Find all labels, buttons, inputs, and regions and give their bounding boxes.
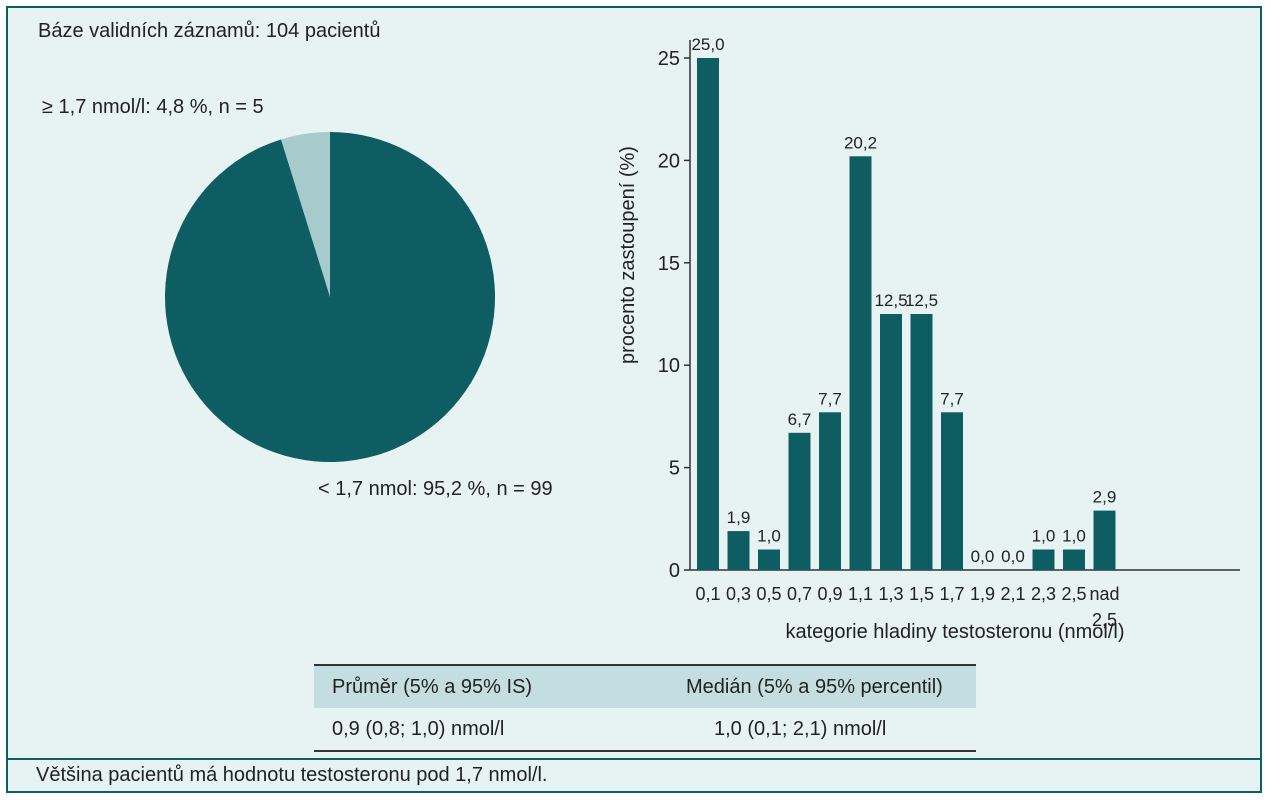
bar-value-label: 6,7 (788, 410, 812, 429)
footer-divider (6, 758, 1262, 760)
x-tick-label: 1,9 (970, 584, 995, 604)
y-tick-label: 25 (658, 48, 680, 70)
bar-value-label: 20,2 (844, 133, 877, 152)
bar-value-label: 0,0 (971, 547, 995, 566)
bar-value-label: 12,5 (874, 291, 907, 310)
bar (819, 412, 841, 570)
bar (910, 314, 933, 570)
x-axis-label: kategorie hladiny testosteronu (nmol/l) (785, 621, 1124, 643)
bar (788, 432, 811, 570)
bar-value-label: 0,0 (1001, 547, 1025, 566)
y-tick-label: 10 (658, 355, 680, 377)
median-value: 1,0 (0,1; 2,1) nmol/l (714, 717, 887, 740)
x-tick-label: 1,1 (848, 584, 873, 604)
pie-slice-low (165, 132, 495, 462)
mean-header: Průměr (5% a 95% IS) (314, 665, 646, 708)
bar (1032, 549, 1055, 570)
bar (727, 531, 750, 570)
footer-note: Většina pacientů má hodnotu testosteronu… (36, 764, 548, 786)
y-tick-label: 0 (669, 560, 680, 582)
bar (758, 549, 780, 570)
bar (697, 58, 719, 570)
stats-value-row: 0,9 (0,8; 1,0) nmol/l 1,0 (0,1; 2,1) nmo… (314, 708, 976, 751)
y-tick-label: 5 (669, 458, 680, 480)
bar (941, 412, 963, 570)
bar (849, 156, 872, 570)
x-tick-label: 2,5 (1061, 584, 1086, 604)
x-tick-label: 2,5 (1092, 610, 1117, 630)
x-tick-label: 0,3 (726, 584, 751, 604)
pie-label-low: < 1,7 nmol: 95,2 %, n = 99 (318, 478, 553, 500)
x-tick-label: 0,5 (756, 584, 781, 604)
bar-value-label: 25,0 (691, 35, 724, 54)
y-tick-label: 15 (658, 253, 680, 275)
bar-value-label: 1,0 (1032, 527, 1056, 546)
bar-value-label: 12,5 (905, 291, 938, 310)
y-axis-label: procento zastoupení (%) (617, 146, 639, 364)
x-tick-label: 2,1 (1000, 584, 1025, 604)
stats-table: Průměr (5% a 95% IS) Medián (5% a 95% pe… (314, 664, 976, 752)
x-tick-label: nad (1089, 584, 1119, 604)
x-tick-label: 0,1 (695, 584, 720, 604)
mean-value: 0,9 (0,8; 1,0) nmol/l (332, 717, 505, 740)
x-tick-label: 0,7 (787, 584, 812, 604)
bar-value-label: 2,9 (1093, 488, 1117, 507)
x-tick-label: 1,7 (939, 584, 964, 604)
bar-value-label: 1,9 (727, 508, 751, 527)
x-tick-label: 1,3 (878, 584, 903, 604)
median-header: Medián (5% a 95% percentil) (646, 665, 976, 708)
bar-value-label: 1,0 (757, 527, 781, 546)
bar-value-label: 7,7 (940, 389, 964, 408)
bar (1063, 549, 1085, 570)
y-tick-label: 20 (658, 150, 680, 172)
bar-value-label: 7,7 (818, 389, 842, 408)
x-tick-label: 1,5 (909, 584, 934, 604)
pie-slice-high (280, 132, 330, 297)
bar-value-label: 1,0 (1062, 527, 1086, 546)
stats-header-row: Průměr (5% a 95% IS) Medián (5% a 95% pe… (314, 665, 976, 708)
x-tick-label: 2,3 (1031, 584, 1056, 604)
bar (880, 314, 902, 570)
base-records-text: Báze validních záznamů: 104 pacientů (38, 20, 381, 42)
pie-label-high: ≥ 1,7 nmol/l: 4,8 %, n = 5 (42, 96, 264, 118)
x-tick-label: 0,9 (817, 584, 842, 604)
bar (1093, 510, 1116, 570)
